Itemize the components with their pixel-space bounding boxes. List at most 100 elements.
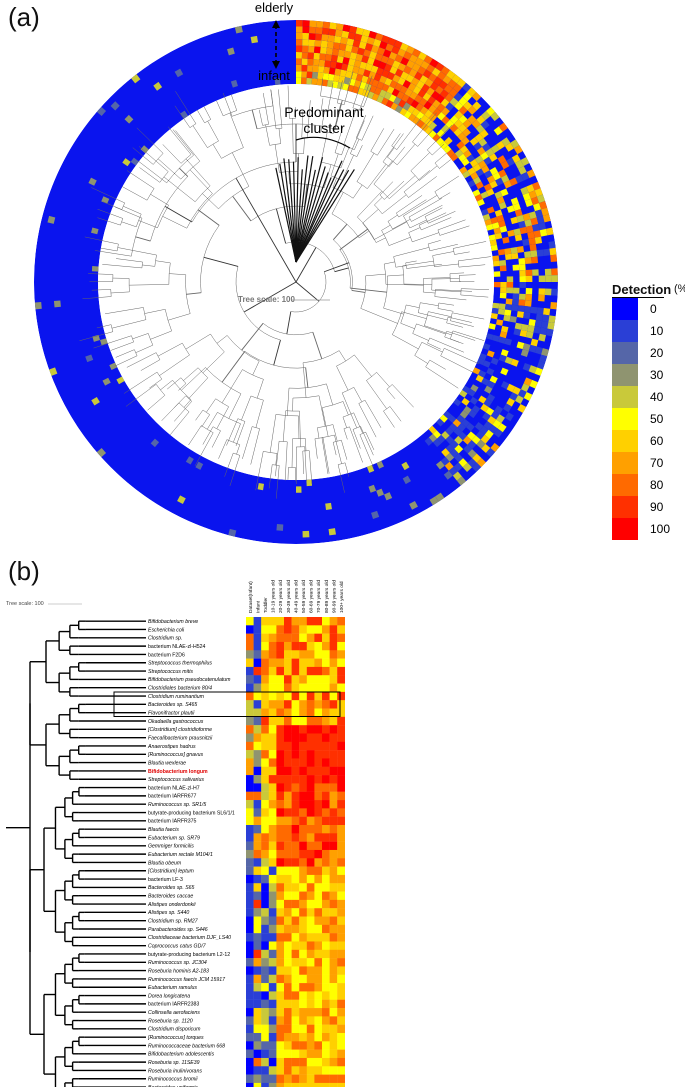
heat-cell bbox=[306, 1016, 315, 1025]
heat-cell bbox=[322, 908, 330, 917]
heat-cell bbox=[261, 641, 269, 651]
heat-cell bbox=[291, 783, 300, 792]
heat-cell bbox=[306, 716, 315, 726]
heat-cell bbox=[314, 941, 323, 950]
heat-cell bbox=[261, 1041, 269, 1050]
heat-cell bbox=[322, 949, 330, 959]
heat-cell bbox=[299, 858, 307, 867]
heat-cell bbox=[261, 825, 269, 834]
heat-cell bbox=[306, 783, 315, 792]
heat-cell bbox=[299, 625, 307, 634]
heat-cell bbox=[337, 991, 345, 1000]
heat-cell bbox=[276, 816, 285, 826]
heat-cell bbox=[246, 775, 254, 784]
heat-cell bbox=[276, 933, 285, 942]
heat-cell bbox=[253, 891, 262, 901]
heat-cell bbox=[284, 708, 292, 718]
taxon-label: bacterium IARFR2383 bbox=[148, 1002, 199, 1008]
heat-cell bbox=[261, 716, 269, 726]
heat-cell bbox=[329, 741, 338, 751]
taxon-label: Roseburia hominis A2-183 bbox=[148, 968, 209, 974]
heat-cell bbox=[246, 800, 254, 809]
heat-cell bbox=[314, 1024, 323, 1034]
heat-cell bbox=[322, 733, 330, 742]
taxon-label: Anaerostipes hadrus bbox=[147, 744, 196, 750]
heat-cell bbox=[299, 700, 307, 709]
heat-cell bbox=[253, 883, 262, 892]
heat-cell bbox=[276, 1041, 285, 1050]
heat-cell bbox=[284, 949, 292, 959]
heat-cell bbox=[306, 966, 315, 975]
heat-cell bbox=[276, 716, 285, 726]
heat-cell bbox=[329, 858, 338, 867]
heat-cell bbox=[322, 983, 330, 992]
heat-cell bbox=[329, 725, 338, 734]
heat-cell bbox=[329, 999, 338, 1009]
column-header: Toddler bbox=[263, 597, 269, 613]
heat-cell bbox=[299, 658, 307, 668]
heat-cell bbox=[246, 733, 254, 742]
heat-cell bbox=[329, 691, 338, 701]
heat-cell bbox=[253, 825, 262, 834]
heat-cell bbox=[261, 1049, 269, 1059]
heat-cell bbox=[322, 725, 330, 734]
heat-cell bbox=[306, 891, 315, 901]
heat-cell bbox=[268, 791, 277, 801]
heat-cell bbox=[314, 683, 323, 693]
legend-tick-10: 10 bbox=[650, 324, 664, 338]
heat-cell bbox=[268, 633, 277, 643]
heat-cell bbox=[261, 849, 269, 859]
heat-cell bbox=[268, 949, 277, 959]
heat-cell bbox=[246, 899, 254, 909]
heat-cell bbox=[246, 683, 254, 693]
heat-cell bbox=[322, 791, 330, 801]
heat-cell bbox=[276, 1066, 285, 1075]
heat-cell bbox=[276, 683, 285, 693]
heat-cell bbox=[268, 1082, 277, 1087]
heat-cell bbox=[306, 617, 315, 626]
heat-cell bbox=[268, 641, 277, 651]
heat-cell bbox=[322, 916, 330, 926]
heat-cell bbox=[261, 700, 269, 709]
heat-cell bbox=[337, 808, 345, 817]
heat-cell bbox=[253, 1074, 262, 1084]
heat-cell bbox=[299, 617, 307, 626]
heat-cell bbox=[268, 766, 277, 776]
heat-cell bbox=[299, 866, 307, 876]
heat-cell bbox=[253, 858, 262, 867]
heat-cell bbox=[337, 658, 345, 668]
heat-cell bbox=[306, 933, 315, 942]
elderly-label: elderly bbox=[255, 0, 294, 15]
heat-cell bbox=[314, 1008, 323, 1017]
heat-cell bbox=[253, 1008, 262, 1017]
heat-cell bbox=[306, 1082, 315, 1087]
heat-cell bbox=[306, 1008, 315, 1017]
heat-cell bbox=[329, 874, 338, 884]
heat-cell bbox=[306, 916, 315, 926]
heat-cell bbox=[306, 650, 315, 659]
heat-cell bbox=[246, 908, 254, 917]
heat-cell bbox=[299, 999, 307, 1009]
heat-cell bbox=[322, 1041, 330, 1050]
heat-cell bbox=[284, 716, 292, 726]
heat-cell bbox=[314, 1082, 323, 1087]
heat-cell bbox=[314, 1033, 323, 1042]
taxon-label: Clostridium disporicum bbox=[148, 1027, 201, 1033]
heat-cell bbox=[268, 933, 277, 942]
heat-cell bbox=[253, 791, 262, 801]
heat-cell bbox=[261, 883, 269, 892]
heat-cell bbox=[253, 725, 262, 734]
heat-cell bbox=[253, 650, 262, 659]
heat-cell bbox=[284, 758, 292, 767]
heat-cell bbox=[291, 974, 300, 984]
heat-cell bbox=[306, 708, 315, 718]
heat-cell bbox=[299, 783, 307, 792]
heat-cell bbox=[246, 766, 254, 776]
heat-cell bbox=[322, 800, 330, 809]
heat-cell bbox=[322, 833, 330, 842]
taxon-label: Flavonifractor plautii bbox=[148, 711, 195, 717]
heat-cell bbox=[284, 958, 292, 967]
heat-cell bbox=[306, 849, 315, 859]
heat-cell bbox=[299, 650, 307, 659]
heat-cell bbox=[329, 708, 338, 718]
